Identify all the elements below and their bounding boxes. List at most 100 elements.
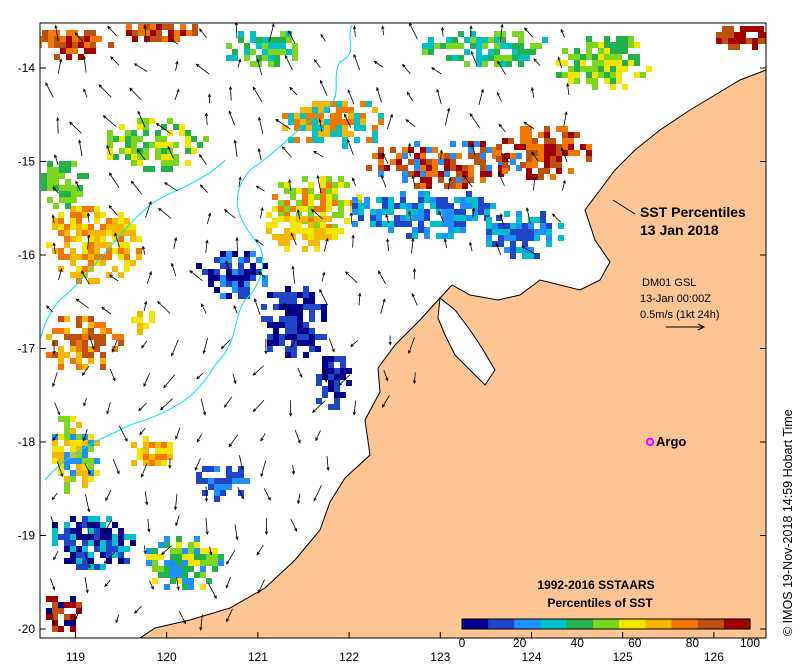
sst-pixel — [516, 217, 522, 223]
sst-pixel — [764, 38, 766, 44]
current-arrow — [499, 23, 504, 43]
sst-pixel — [290, 206, 296, 212]
current-arrow — [338, 374, 351, 386]
sst-pixel — [106, 546, 112, 552]
sst-pixel — [500, 43, 506, 49]
sst-pixel — [302, 246, 308, 252]
sst-pixel — [522, 241, 528, 247]
sst-pixel — [318, 137, 324, 143]
sst-pixel — [82, 440, 88, 446]
sst-pixel — [294, 113, 300, 119]
sst-pixel — [326, 200, 332, 206]
sst-pixel — [544, 144, 550, 150]
sst-pixel — [502, 168, 508, 174]
sst-pixel — [303, 322, 309, 328]
sst-pixel — [196, 472, 202, 478]
sst-pixel — [82, 352, 88, 358]
sst-pixel — [338, 206, 344, 212]
sst-pixel — [290, 188, 296, 194]
sst-pixel — [466, 203, 472, 209]
sst-pixel — [113, 136, 119, 142]
sst-pixel — [326, 206, 332, 212]
sst-pixel — [472, 215, 478, 221]
sst-pixel — [480, 147, 486, 153]
sst-pixel — [402, 165, 408, 171]
sst-pixel — [58, 248, 64, 254]
sst-pixel — [94, 346, 100, 352]
sst-pixel — [267, 340, 273, 346]
sst-pixel — [297, 304, 303, 310]
sst-pixel — [468, 171, 474, 177]
sst-pixel — [112, 552, 118, 558]
sst-pixel — [66, 48, 72, 54]
current-arrow — [313, 485, 322, 502]
sst-pixel — [137, 454, 143, 460]
sst-pixel — [262, 281, 268, 287]
sst-pixel — [402, 171, 408, 177]
legend-swatch — [671, 619, 699, 629]
sst-pixel — [238, 269, 244, 275]
sst-pixel — [143, 130, 149, 136]
sst-pixel — [400, 197, 406, 203]
sst-pixel — [64, 614, 70, 620]
current-arrow — [114, 232, 120, 248]
sst-pixel — [484, 209, 490, 215]
latitude-axis: -14-15-16-17-18-19-20 — [18, 61, 766, 636]
sst-pixel — [302, 176, 308, 182]
sst-pixel — [214, 257, 220, 263]
sst-pixel — [312, 107, 318, 113]
sst-pixel — [394, 215, 400, 221]
sst-pixel — [536, 43, 542, 49]
sst-pixel — [360, 101, 366, 107]
sst-pixel — [586, 78, 592, 84]
sst-pixel — [64, 224, 70, 230]
sst-pixel — [314, 206, 320, 212]
sst-pixel — [152, 566, 158, 572]
sst-pixel — [320, 234, 326, 240]
current-arrow — [163, 182, 178, 192]
sst-pixel — [150, 24, 156, 30]
sst-pixel — [76, 266, 82, 272]
sst-pixel — [520, 162, 526, 168]
sst-pixel — [70, 626, 76, 632]
sst-pixel — [480, 171, 486, 177]
sst-pixel — [170, 560, 176, 566]
sst-pixel — [303, 292, 309, 298]
sst-pixel — [314, 240, 320, 246]
sst-pixel — [118, 334, 124, 340]
sst-pixel — [76, 440, 82, 446]
sst-pixel — [40, 42, 42, 48]
sst-pixel — [752, 38, 758, 44]
sst-pixel — [188, 548, 194, 554]
sst-pixel — [106, 534, 112, 540]
sst-pixel — [152, 578, 158, 584]
sst-pixel — [100, 552, 106, 558]
sst-pixel — [130, 224, 136, 230]
current-arrow — [294, 429, 301, 444]
sst-pixel — [297, 322, 303, 328]
current-arrow — [101, 306, 112, 315]
current-arrow — [343, 113, 352, 128]
sst-pixel — [450, 141, 456, 147]
sst-pixel — [130, 260, 136, 266]
sst-pixel — [412, 203, 418, 209]
sst-pixel — [424, 233, 430, 239]
sst-pixel — [176, 554, 182, 560]
current-arrow — [447, 176, 452, 190]
sst-pixel — [320, 182, 326, 188]
sst-pixel — [194, 560, 200, 566]
sst-pixel — [88, 516, 94, 522]
sst-pixel — [47, 197, 53, 203]
current-arrow — [141, 245, 146, 255]
sst-pixel — [294, 137, 300, 143]
sst-pixel — [598, 66, 604, 72]
current-arrow — [58, 267, 63, 281]
sst-pixel — [106, 248, 112, 254]
sst-pixel — [406, 233, 412, 239]
sst-pixel — [302, 194, 308, 200]
sst-pixel — [291, 334, 297, 340]
sst-pixel — [616, 36, 622, 42]
sst-pixel — [54, 54, 60, 60]
sst-pixel — [82, 464, 88, 470]
sst-pixel — [76, 422, 82, 428]
